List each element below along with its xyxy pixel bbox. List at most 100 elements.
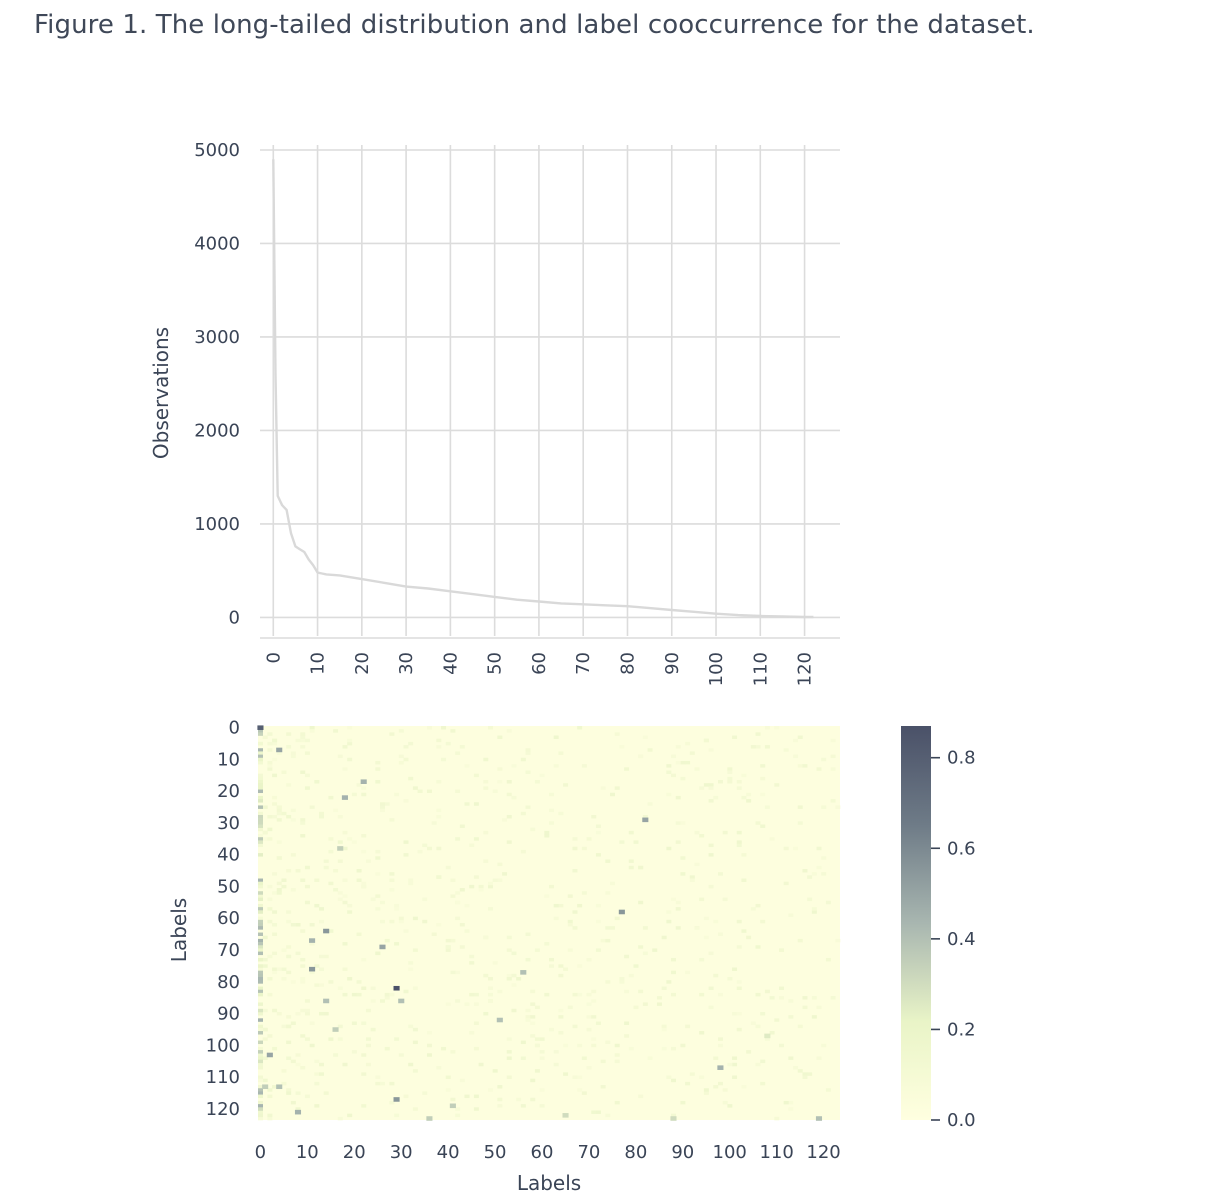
heatmap-cell [614, 1043, 620, 1048]
heatmap-cell [492, 878, 498, 882]
heatmap-cell [300, 929, 306, 933]
heatmap-cell [295, 1062, 301, 1067]
heatmap-cell [389, 818, 395, 822]
x-tick-label: 110 [750, 652, 771, 686]
heatmap-cell [821, 1043, 827, 1048]
heatmap-cell [802, 764, 808, 768]
heatmap-cell [294, 1109, 302, 1115]
heatmap-cell [807, 1072, 813, 1076]
heatmap-cell [403, 840, 409, 844]
heatmap-cell [661, 1024, 667, 1029]
heatmap-cell [319, 1062, 325, 1067]
heatmap-cell [544, 830, 550, 835]
heatmap-cell [558, 964, 564, 968]
heatmap-cell [586, 1027, 592, 1032]
heatmap-cell [473, 1107, 479, 1111]
heatmap-cell [699, 834, 705, 838]
heatmap-cell [281, 1069, 287, 1073]
heatmap-x-tick-label: 70 [577, 1142, 600, 1163]
heatmap-cell [581, 846, 587, 851]
heatmap-x-tick-label: 110 [759, 1142, 793, 1163]
heatmap-cell [736, 843, 742, 848]
heatmap-cell [802, 1075, 808, 1079]
heatmap-cell [361, 1021, 367, 1025]
heatmap-cell [351, 992, 357, 997]
heatmap-cell [272, 970, 278, 975]
heatmap-cell [825, 1088, 831, 1092]
heatmap-x-tick-label: 60 [531, 1142, 554, 1163]
heatmap-cell [267, 919, 273, 924]
heatmap-cell [337, 1037, 343, 1041]
heatmap-cell [642, 951, 648, 956]
heatmap-cell [736, 986, 742, 991]
heatmap-cell [314, 1104, 320, 1108]
heatmap-cell [586, 1065, 592, 1070]
heatmap-cell [610, 881, 616, 886]
heatmap-cell [398, 916, 404, 921]
heatmap-cell [685, 970, 691, 975]
heatmap-cell [530, 1097, 536, 1102]
heatmap-cell [300, 821, 306, 825]
heatmap-cell [319, 811, 325, 816]
heatmap-cell [394, 907, 400, 911]
heatmap-cell [469, 884, 475, 889]
heatmap-cell [708, 786, 714, 790]
heatmap-cell [398, 998, 405, 1004]
heatmap-cell [671, 1078, 677, 1083]
heatmap-cell [258, 1024, 263, 1029]
heatmap-cell [337, 859, 343, 863]
heatmap-cell [258, 916, 263, 921]
heatmap-cell [487, 726, 493, 730]
heatmap-cell [638, 945, 644, 949]
heatmap-cell [426, 726, 432, 730]
heatmap-cell [258, 1116, 263, 1121]
heatmap-cell [375, 760, 381, 765]
heatmap-cell [703, 916, 709, 921]
heatmap-cell [483, 830, 489, 835]
heatmap-cell [304, 1094, 310, 1099]
heatmap-cell [375, 780, 381, 784]
heatmap-cell [267, 1034, 273, 1038]
heatmap-cell [304, 900, 310, 905]
heatmap-cell [675, 926, 681, 930]
observations-series-line [272, 159, 814, 619]
heatmap-cell [272, 741, 278, 746]
colorbar-tick-label: 0.8 [947, 748, 976, 769]
heatmap-cell [267, 977, 273, 981]
heatmap-cell [680, 776, 686, 781]
heatmap-cell [408, 967, 414, 971]
heatmap-cell [361, 881, 367, 886]
heatmap-cell [272, 757, 278, 762]
heatmap-cell [323, 998, 330, 1004]
heatmap-cell [323, 1091, 329, 1095]
heatmap-cell [459, 745, 465, 749]
heatmap-cell [384, 996, 390, 1000]
heatmap-cell [572, 910, 578, 914]
heatmap-cell [614, 732, 620, 736]
heatmap-cell [258, 732, 263, 736]
heatmap-cell [610, 792, 616, 797]
heatmap-cell [445, 741, 451, 746]
colorbar-tick-label: 0.4 [947, 929, 976, 950]
heatmap-cell [319, 1072, 325, 1076]
heatmap-cell [347, 757, 353, 762]
heatmap-cell [544, 942, 550, 946]
heatmap-cell [572, 846, 578, 851]
heatmap-cell [506, 780, 512, 784]
heatmap-cell [286, 814, 292, 819]
heatmap-cell [393, 985, 400, 991]
heatmap-cell [755, 732, 761, 736]
heatmap-cell [727, 776, 733, 781]
heatmap-cell [398, 1053, 404, 1057]
heatmap-cell [680, 856, 686, 860]
heatmap-cell [483, 1011, 489, 1016]
heatmap-cell [258, 1094, 263, 1099]
heatmap-cell [549, 808, 554, 813]
heatmap-cell [670, 1116, 677, 1121]
heatmap-cell [722, 1088, 728, 1092]
heatmap-cell [755, 1024, 761, 1029]
heatmap-cell [727, 977, 733, 981]
heatmap-cell [586, 992, 592, 997]
heatmap-cell [680, 1043, 686, 1048]
heatmap-cell [422, 897, 428, 902]
